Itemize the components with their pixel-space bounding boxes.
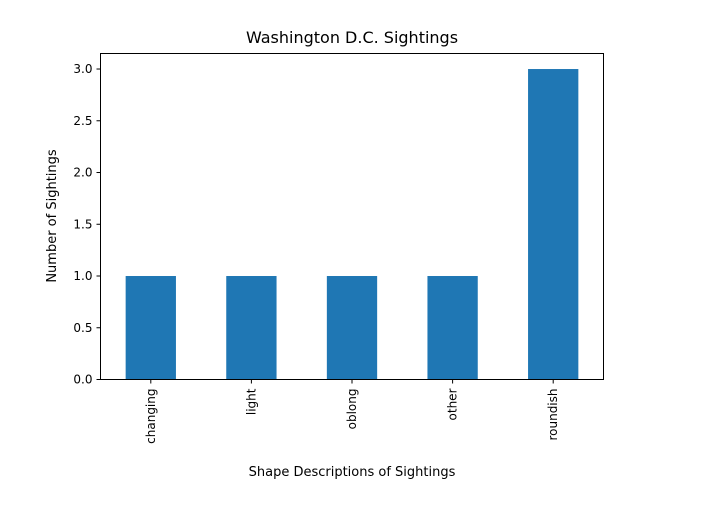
bar-light xyxy=(226,276,277,380)
bar-oblong xyxy=(326,276,378,380)
bars-group xyxy=(125,69,579,380)
y-tick-label: 2.5 xyxy=(73,114,92,128)
y-tick-label: 0.0 xyxy=(73,373,92,387)
y-tick-label: 3.0 xyxy=(73,62,92,76)
y-tick-label: 0.5 xyxy=(73,321,92,335)
x-axis-label: Shape Descriptions of Sightings xyxy=(249,465,456,480)
y-tick-label: 1.5 xyxy=(73,217,92,231)
x-axis: changing light oblong other roundish xyxy=(144,379,560,444)
y-axis-label: Number of Sightings xyxy=(45,149,60,283)
y-tick-label: 1.0 xyxy=(73,269,92,283)
x-tick-label-light: light xyxy=(244,388,258,415)
y-axis: 0.0 0.5 1.0 1.5 2.0 2.5 3.0 xyxy=(73,62,101,387)
bar-changing xyxy=(125,276,176,380)
plot-frame xyxy=(100,53,604,380)
chart-title: Washington D.C. Sightings xyxy=(246,28,458,47)
x-tick-label-oblong: oblong xyxy=(345,389,359,430)
bar-other xyxy=(427,276,478,380)
y-tick-label: 2.0 xyxy=(73,166,92,180)
bar-roundish xyxy=(528,69,579,380)
x-tick-label-other: other xyxy=(446,388,460,420)
x-tick-label-changing: changing xyxy=(144,389,158,444)
x-tick-label-roundish: roundish xyxy=(546,389,560,441)
